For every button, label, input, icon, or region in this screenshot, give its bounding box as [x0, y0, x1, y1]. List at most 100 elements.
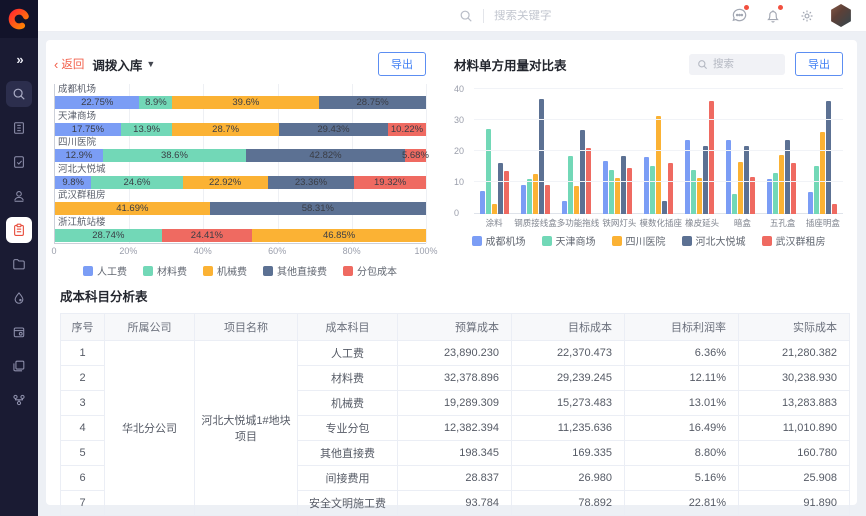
bar-四川医院[interactable] [533, 174, 538, 214]
bar-segment-分包成本[interactable]: 10.22% [388, 122, 426, 136]
bar-segment-机械费[interactable]: 28.7% [172, 122, 279, 136]
bar-segment-其他直接费[interactable]: 23.36% [267, 175, 355, 189]
user-avatar[interactable] [831, 4, 851, 27]
legend-item-天津商场[interactable]: 天津商场 [541, 233, 596, 248]
chart-search-input[interactable] [713, 58, 773, 70]
bar-segment-人工费[interactable]: 9.8% [55, 175, 92, 189]
bar-四川医院[interactable] [615, 178, 620, 214]
bar-四川医院[interactable] [779, 154, 784, 214]
bar-segment-机械费[interactable]: 39.6% [172, 96, 320, 109]
bar-segment-材料费[interactable]: 38.6% [102, 149, 247, 162]
bar-segment-材料费[interactable]: 28.74% [55, 228, 162, 242]
bar-segment-其他直接费[interactable]: 28.75% [319, 96, 426, 109]
sidebar-item-document[interactable] [6, 149, 32, 175]
sidebar-expand-icon[interactable]: » [16, 52, 23, 67]
bar-四川医院[interactable] [574, 186, 579, 214]
bar-武汉群租房[interactable] [791, 162, 796, 214]
bar-天津商场[interactable] [609, 170, 614, 214]
legend-item-其他直接费[interactable]: 其他直接费 [263, 263, 327, 278]
bar-四川医院[interactable] [492, 203, 497, 214]
bar-武汉群租房[interactable] [504, 170, 509, 214]
sidebar-item-building[interactable] [6, 115, 32, 141]
bar-segment-分包成本[interactable]: 19.32% [354, 175, 426, 189]
legend-item-材料费[interactable]: 材料费 [143, 263, 187, 278]
bar-河北大悦城[interactable] [498, 163, 503, 214]
chevron-down-icon[interactable]: ▼ [146, 59, 156, 69]
bar-河北大悦城[interactable] [703, 146, 708, 214]
bar-成都机场[interactable] [808, 192, 813, 214]
bar-成都机场[interactable] [562, 200, 567, 214]
bar-segment-分包成本[interactable]: 5.68% [402, 149, 429, 162]
bar-成都机场[interactable] [685, 139, 690, 214]
table-row[interactable]: 1 华北分公司 河北大悦城1#地块项目 人工费 23,890.230 22,370.473… [60, 340, 850, 516]
bar-segment-分包成本[interactable]: 24.41% [161, 228, 253, 242]
bar-成都机场[interactable] [521, 184, 526, 214]
sidebar-item-folder[interactable] [6, 251, 32, 277]
sidebar-item-search[interactable] [6, 81, 32, 107]
back-button[interactable]: ‹ 返回 [54, 56, 84, 72]
table-row[interactable]: 6 间接费用 28.837 26.980 5.16% 25.908 [60, 465, 850, 491]
table-row[interactable]: 2 材料费 32,378.896 29,239.245 12.11% 30,238.930 [60, 365, 850, 391]
stacked-bar[interactable]: 28.74% 24.41% 46.85% [55, 228, 426, 242]
settings-button[interactable] [798, 7, 816, 25]
stacked-bar[interactable]: 12.9% 38.6% 42.82% 5.68% [55, 149, 429, 162]
bar-天津商场[interactable] [527, 179, 532, 214]
legend-item-武汉群租房[interactable]: 武汉群租房 [761, 233, 826, 248]
bar-segment-材料费[interactable]: 24.6% [91, 175, 183, 189]
legend-item-机械费[interactable]: 机械费 [203, 263, 247, 278]
stacked-bar[interactable]: 41.69% 58.31% [55, 202, 426, 215]
app-logo[interactable] [0, 0, 38, 38]
bar-武汉群租房[interactable] [750, 176, 755, 214]
bar-segment-机械费[interactable]: 41.69% [55, 202, 210, 215]
bar-天津商场[interactable] [486, 128, 491, 214]
legend-item-河北大悦城[interactable]: 河北大悦城 [681, 233, 746, 248]
bar-segment-材料费[interactable]: 8.9% [139, 96, 173, 109]
bar-河北大悦城[interactable] [621, 155, 626, 214]
stacked-bar[interactable]: 22.75% 8.9% 39.6% 28.75% [55, 96, 426, 109]
bar-segment-其他直接费[interactable]: 29.43% [278, 122, 389, 136]
bar-天津商场[interactable] [691, 169, 696, 214]
bar-segment-其他直接费[interactable]: 42.82% [246, 149, 405, 162]
bar-成都机场[interactable] [726, 139, 731, 214]
bar-武汉群租房[interactable] [586, 147, 591, 214]
legend-item-分包成本[interactable]: 分包成本 [343, 263, 397, 278]
stacked-bar[interactable]: 9.8% 24.6% 22.92% 23.36% 19.32% [55, 175, 426, 189]
bar-武汉群租房[interactable] [668, 162, 673, 214]
bar-武汉群租房[interactable] [832, 203, 837, 214]
bar-segment-材料费[interactable]: 13.9% [120, 122, 173, 136]
bar-河北大悦城[interactable] [826, 100, 831, 214]
legend-item-人工费[interactable]: 人工费 [83, 263, 127, 278]
table-row[interactable]: 7 安全文明施工费 93.784 78.892 22.81% 91.890 [60, 490, 850, 516]
bar-四川医院[interactable] [697, 178, 702, 214]
bar-天津商场[interactable] [650, 166, 655, 214]
bar-武汉群租房[interactable] [627, 167, 632, 214]
sidebar-item-clipboard-active[interactable] [6, 217, 32, 243]
bar-成都机场[interactable] [603, 161, 608, 214]
sidebar-item-pages[interactable] [6, 353, 32, 379]
global-search-input[interactable] [494, 9, 604, 22]
bar-segment-机械费[interactable]: 46.85% [252, 228, 426, 242]
export-button-left[interactable]: 导出 [378, 52, 426, 76]
bar-河北大悦城[interactable] [785, 140, 790, 214]
bar-天津商场[interactable] [732, 193, 737, 214]
stacked-bar[interactable]: 17.75% 13.9% 28.7% 29.43% 10.22% [55, 122, 426, 136]
bar-天津商场[interactable] [773, 173, 778, 214]
bar-武汉群租房[interactable] [545, 184, 550, 214]
bar-天津商场[interactable] [568, 156, 573, 214]
bar-segment-人工费[interactable]: 12.9% [55, 149, 103, 162]
sidebar-item-workflow[interactable] [6, 387, 32, 413]
bar-segment-其他直接费[interactable]: 58.31% [209, 202, 426, 215]
chart-search-box[interactable] [689, 53, 785, 75]
legend-item-四川医院[interactable]: 四川医院 [611, 233, 666, 248]
bar-四川医院[interactable] [656, 116, 661, 214]
bar-河北大悦城[interactable] [744, 146, 749, 214]
bar-天津商场[interactable] [814, 165, 819, 214]
bar-四川医院[interactable] [738, 161, 743, 214]
bar-河北大悦城[interactable] [539, 98, 544, 214]
bar-成都机场[interactable] [767, 179, 772, 214]
table-row[interactable]: 5 其他直接费 198.345 169.335 8.80% 160.780 [60, 440, 850, 466]
bar-四川医院[interactable] [820, 131, 825, 214]
bar-segment-人工费[interactable]: 17.75% [55, 122, 121, 136]
export-button-right[interactable]: 导出 [795, 52, 843, 76]
bar-成都机场[interactable] [480, 190, 485, 214]
